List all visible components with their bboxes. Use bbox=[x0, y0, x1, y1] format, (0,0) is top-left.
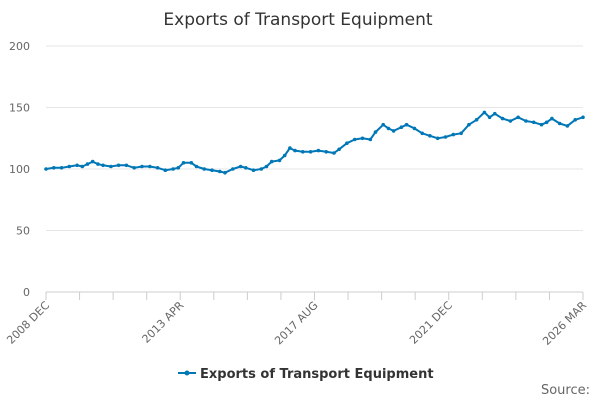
data-point[interactable] bbox=[259, 167, 264, 171]
data-point[interactable] bbox=[101, 163, 105, 168]
data-point[interactable] bbox=[373, 130, 378, 134]
data-point[interactable] bbox=[210, 168, 214, 172]
data-point[interactable] bbox=[288, 146, 292, 150]
data-point[interactable] bbox=[391, 129, 396, 133]
y-tick-label: 150 bbox=[9, 102, 30, 115]
data-point[interactable] bbox=[181, 161, 186, 165]
legend-label: Exports of Transport Equipment bbox=[200, 367, 434, 382]
data-point[interactable] bbox=[277, 158, 282, 163]
data-point[interactable] bbox=[324, 150, 329, 154]
y-tick-label: 0 bbox=[23, 286, 30, 299]
data-point[interactable] bbox=[345, 141, 349, 145]
data-point[interactable] bbox=[116, 163, 121, 168]
y-tick-label: 100 bbox=[9, 163, 30, 176]
data-point[interactable] bbox=[301, 150, 305, 154]
y-tick-label: 200 bbox=[9, 40, 30, 53]
data-point[interactable] bbox=[443, 135, 448, 139]
data-point[interactable] bbox=[316, 148, 321, 153]
data-point[interactable] bbox=[360, 136, 365, 141]
data-point[interactable] bbox=[474, 118, 479, 122]
data-point[interactable] bbox=[524, 119, 528, 123]
data-point[interactable] bbox=[244, 166, 248, 170]
data-point[interactable] bbox=[404, 122, 409, 127]
data-point[interactable] bbox=[52, 166, 56, 170]
data-point[interactable] bbox=[459, 131, 463, 136]
data-point[interactable] bbox=[487, 115, 492, 120]
data-point[interactable] bbox=[428, 134, 432, 138]
data-point[interactable] bbox=[386, 126, 391, 131]
legend-swatch-marker bbox=[184, 370, 190, 376]
chart-title: Exports of Transport Equipment bbox=[163, 10, 432, 30]
data-point[interactable] bbox=[482, 110, 487, 115]
data-point[interactable] bbox=[109, 164, 113, 169]
data-point[interactable] bbox=[132, 166, 136, 170]
data-point[interactable] bbox=[420, 131, 425, 136]
data-point[interactable] bbox=[550, 116, 554, 121]
data-point[interactable] bbox=[581, 115, 585, 120]
series-group bbox=[44, 110, 585, 175]
data-point[interactable] bbox=[467, 122, 471, 127]
data-point[interactable] bbox=[44, 167, 48, 171]
data-point[interactable] bbox=[368, 137, 373, 142]
data-point[interactable] bbox=[531, 120, 536, 125]
data-point[interactable] bbox=[381, 122, 386, 127]
data-point[interactable] bbox=[155, 166, 160, 170]
data-point[interactable] bbox=[399, 125, 404, 129]
source-label: Source: bbox=[541, 383, 590, 398]
data-point[interactable] bbox=[238, 164, 243, 169]
data-point[interactable] bbox=[67, 164, 72, 169]
gridlines bbox=[46, 45, 583, 231]
data-point[interactable] bbox=[508, 119, 513, 123]
x-tick-label: 2013 APR bbox=[139, 299, 186, 346]
data-point[interactable] bbox=[493, 111, 497, 116]
data-point[interactable] bbox=[412, 126, 417, 131]
data-point[interactable] bbox=[332, 151, 336, 155]
data-point[interactable] bbox=[96, 162, 100, 166]
data-point[interactable] bbox=[269, 159, 274, 164]
y-axis-ticks: 0 50 100 150 200 bbox=[9, 40, 30, 299]
data-point[interactable] bbox=[85, 162, 90, 166]
data-point[interactable] bbox=[282, 153, 287, 158]
data-point[interactable] bbox=[308, 150, 313, 154]
data-point[interactable] bbox=[223, 170, 227, 175]
data-point[interactable] bbox=[231, 167, 235, 171]
data-point[interactable] bbox=[90, 159, 95, 164]
data-point[interactable] bbox=[337, 147, 341, 152]
data-point[interactable] bbox=[539, 122, 544, 127]
data-point[interactable] bbox=[140, 164, 144, 169]
data-point[interactable] bbox=[218, 169, 222, 174]
x-tick-label: 2021 DEC bbox=[407, 299, 455, 347]
data-point[interactable] bbox=[176, 166, 181, 170]
data-point[interactable] bbox=[435, 136, 440, 141]
data-point[interactable] bbox=[557, 121, 562, 126]
data-point[interactable] bbox=[544, 120, 549, 125]
data-point[interactable] bbox=[451, 132, 456, 137]
data-point[interactable] bbox=[189, 161, 194, 165]
data-point[interactable] bbox=[163, 168, 168, 172]
data-point[interactable] bbox=[171, 167, 175, 171]
x-tick-label: 2008 DEC bbox=[4, 299, 52, 347]
y-tick-label: 50 bbox=[16, 225, 30, 238]
data-point[interactable] bbox=[565, 124, 570, 128]
legend[interactable]: Exports of Transport Equipment bbox=[178, 367, 434, 382]
data-point[interactable] bbox=[352, 137, 357, 142]
data-point[interactable] bbox=[148, 164, 152, 169]
data-point[interactable] bbox=[80, 164, 85, 169]
x-tick-label: 2026 MAR bbox=[540, 299, 589, 348]
data-point[interactable] bbox=[124, 163, 129, 168]
x-tick-label: 2017 AUG bbox=[272, 299, 321, 348]
data-point[interactable] bbox=[194, 164, 199, 169]
data-point[interactable] bbox=[59, 166, 64, 170]
data-point[interactable] bbox=[202, 167, 206, 171]
data-point[interactable] bbox=[573, 118, 577, 122]
data-point[interactable] bbox=[264, 164, 269, 169]
data-point[interactable] bbox=[516, 115, 520, 120]
data-point[interactable] bbox=[75, 163, 79, 168]
data-point[interactable] bbox=[293, 148, 297, 153]
data-point[interactable] bbox=[251, 168, 256, 172]
data-point[interactable] bbox=[500, 116, 505, 121]
x-axis-ticks: 2008 DEC 2013 APR 2017 AUG 2021 DEC 2026 MAR bbox=[4, 292, 589, 348]
